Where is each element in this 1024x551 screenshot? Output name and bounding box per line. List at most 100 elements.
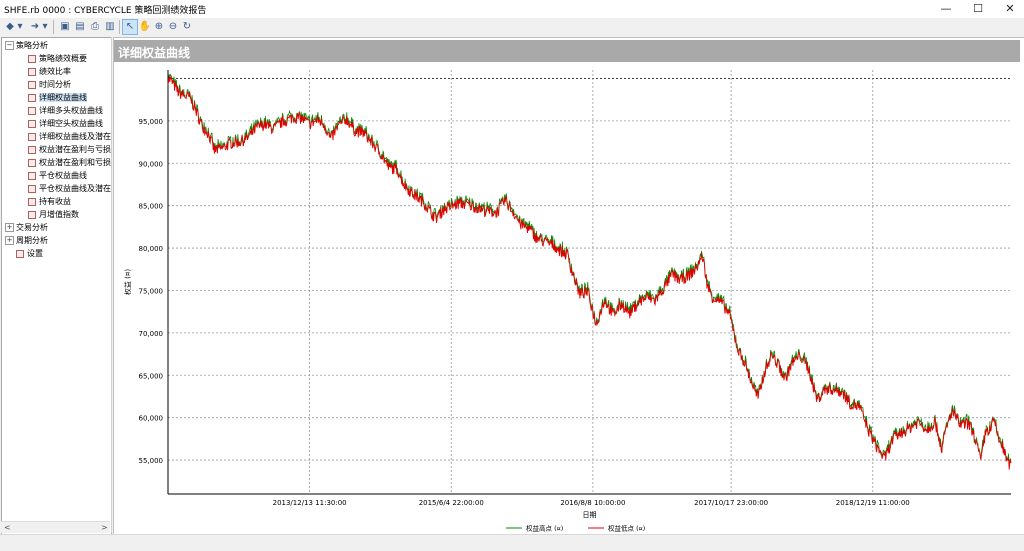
status-bar [0, 534, 1024, 551]
y-tick-label: 70,000 [139, 330, 164, 338]
x-tick-label: 2016/8/8 10:00:00 [560, 499, 625, 507]
tree-group-label: 交易分析 [16, 223, 48, 232]
tree-item-label: 月增值指数 [39, 210, 79, 219]
report-page-icon [28, 145, 36, 154]
tree-item-label: 平仓权益曲线 [39, 171, 87, 180]
tree-item-monthly-index[interactable]: 月增值指数 [28, 209, 79, 220]
tree-item-label: 权益潜在盈利和亏损 [39, 158, 111, 167]
tree-item-label: 详细空头权益曲线 [39, 119, 103, 128]
y-tick-label: 95,000 [139, 118, 164, 126]
refresh-icon[interactable]: ↻ [182, 21, 192, 32]
title-bar: SHFE.rb 0000 : CYBERCYCLE 策略回测绩效报告 — ☐ ✕ [0, 0, 1024, 18]
tree-item-closed-equity-curve[interactable]: 平仓权益曲线 [28, 170, 87, 181]
report-page-icon [28, 171, 36, 180]
tree-group-label: 策略分析 [16, 41, 48, 50]
maximize-button[interactable]: ☐ [973, 2, 983, 15]
tree-item-closed-equity-potential[interactable]: 平仓权益曲线及潜在 [28, 183, 111, 194]
equity-curve-chart[interactable]: 55,000 60,000 65,000 70,000 75,000 80,000 85,0… [114, 62, 1020, 532]
y-tick-label: 65,000 [139, 372, 164, 380]
tree-group-strategy-analysis[interactable]: − 策略分析 [5, 40, 48, 51]
save-icon[interactable]: ▣ [60, 21, 70, 32]
tree-item-potential-profit-loss-1[interactable]: 权益潜在盈利与亏损 [28, 144, 111, 155]
report-page-icon [28, 210, 36, 219]
tree-item-label: 详细多头权益曲线 [39, 106, 103, 115]
y-tick-label: 60,000 [139, 415, 164, 423]
window-icon[interactable]: ▥ [105, 21, 115, 32]
export-icon[interactable]: ▤ [75, 21, 85, 32]
tree-item-long-equity-curve[interactable]: 详细多头权益曲线 [28, 105, 103, 116]
report-tree: − 策略分析 策略绩效概要 绩效比率 时间分析 详细权益曲线 详细多头权益曲线 详… [1, 37, 112, 535]
expand-icon[interactable]: + [5, 223, 14, 232]
legend-label-high: 权益高点 (¤) [526, 524, 563, 533]
tree-group-trade-analysis[interactable]: + 交易分析 [5, 222, 48, 233]
tree-item-label: 策略绩效概要 [39, 54, 87, 63]
panel-title: 详细权益曲线 [118, 46, 191, 60]
tree-item-label: 持有收益 [39, 197, 71, 206]
print-icon[interactable]: ⎙ [91, 21, 99, 32]
tree-item-settings[interactable]: 设置 [16, 248, 43, 259]
tree-item-holding-return[interactable]: 持有收益 [28, 196, 71, 207]
forward-icon[interactable]: ➜ [30, 21, 40, 32]
forward-dropdown-icon[interactable]: ▾ [42, 21, 48, 32]
scroll-right-icon[interactable]: > [101, 523, 108, 532]
tree-item-label: 权益潜在盈利与亏损 [39, 145, 111, 154]
back-icon[interactable]: ◆ [6, 21, 14, 32]
tree-group-label: 周期分析 [16, 236, 48, 245]
y-tick-label: 75,000 [139, 287, 164, 295]
report-page-icon [28, 93, 36, 102]
pane-splitter[interactable] [111, 37, 112, 533]
legend-label-low: 权益低点 (¤) [608, 524, 645, 533]
pan-hand-icon[interactable]: ✋ [138, 21, 152, 32]
scroll-left-icon[interactable]: < [4, 523, 11, 532]
tree-item-time-analysis[interactable]: 时间分析 [28, 79, 71, 90]
report-page-icon [28, 54, 36, 63]
tree-item-label: 时间分析 [39, 80, 71, 89]
tree-item-label: 设置 [27, 249, 43, 258]
collapse-icon[interactable]: − [5, 41, 14, 50]
y-tick-label: 55,000 [139, 457, 164, 465]
tree-item-strategy-summary[interactable]: 策略绩效概要 [28, 53, 87, 64]
back-dropdown-icon[interactable]: ▾ [17, 21, 23, 32]
report-page-icon [28, 67, 36, 76]
zoom-in-icon[interactable]: ⊕ [154, 21, 164, 32]
y-tick-label: 85,000 [139, 203, 164, 211]
y-axis-label: 权益 (¤) [123, 269, 132, 295]
plot-area [168, 70, 1011, 494]
tree-item-label: 平仓权益曲线及潜在 [39, 184, 111, 193]
minimize-button[interactable]: — [940, 2, 952, 15]
pointer-icon[interactable]: ↖ [122, 19, 138, 35]
series-line-equity-low [167, 75, 1012, 470]
report-panel: 详细权益曲线 55,000 60,000 65,000 70,000 75,000 80,… [113, 37, 1024, 535]
tree-item-label: 绩效比率 [39, 67, 71, 76]
x-tick-label: 2017/10/17 23:00:00 [694, 499, 768, 507]
y-tick-label: 80,000 [139, 245, 164, 253]
report-page-icon [28, 184, 36, 193]
zoom-out-icon[interactable]: ⊖ [168, 21, 178, 32]
report-page-icon [28, 132, 36, 141]
toolbar-separator [53, 20, 54, 34]
tree-item-potential-profit-loss-2[interactable]: 权益潜在盈利和亏损 [28, 157, 111, 168]
report-page-icon [28, 119, 36, 128]
toolbar-separator [119, 20, 120, 34]
report-page-icon [28, 106, 36, 115]
x-tick-label: 2018/12/19 11:00:00 [836, 499, 910, 507]
close-button[interactable]: ✕ [1005, 2, 1015, 15]
expand-icon[interactable]: + [5, 236, 14, 245]
report-page-icon [28, 80, 36, 89]
tree-item-equity-curve-potential[interactable]: 详细权益曲线及潜在 [28, 131, 111, 142]
tree-item-short-equity-curve[interactable]: 详细空头权益曲线 [28, 118, 103, 129]
window-title: SHFE.rb 0000 : CYBERCYCLE 策略回测绩效报告 [4, 6, 207, 16]
toolbar: ◆ ▾ ➜ ▾ ▣ ▤ ⎙ ▥ ↖ ✋ ⊕ ⊖ ↻ [0, 18, 1024, 37]
tree-item-performance-ratio[interactable]: 绩效比率 [28, 66, 71, 77]
tree-item-label: 详细权益曲线 [39, 93, 87, 102]
tree-item-detailed-equity-curve[interactable]: 详细权益曲线 [28, 92, 87, 103]
tree-item-label: 详细权益曲线及潜在 [39, 132, 111, 141]
x-tick-label: 2013/12/13 11:30:00 [273, 499, 347, 507]
x-tick-label: 2015/6/4 22:00:00 [419, 499, 484, 507]
panel-header: 详细权益曲线 [114, 40, 1020, 62]
tree-horizontal-scrollbar[interactable]: < > [1, 521, 110, 533]
report-page-icon [28, 158, 36, 167]
y-tick-label: 90,000 [139, 160, 164, 168]
x-axis-label: 日期 [583, 511, 597, 519]
tree-group-period-analysis[interactable]: + 周期分析 [5, 235, 48, 246]
